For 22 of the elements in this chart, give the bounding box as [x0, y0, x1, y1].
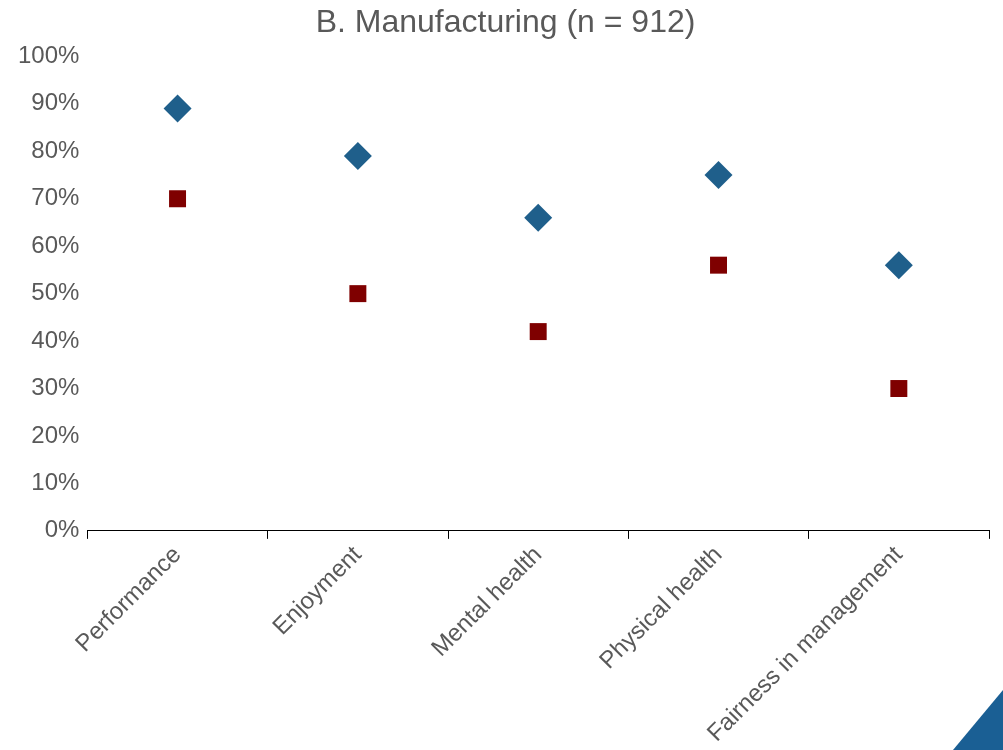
point [343, 142, 372, 171]
point [529, 323, 547, 341]
point [710, 256, 727, 274]
point [169, 190, 187, 208]
y-tick-label: 30% [31, 373, 80, 401]
y-tick-label: 50% [31, 278, 80, 306]
point [884, 251, 913, 280]
point [163, 94, 192, 123]
y-tick-label: 100% [17, 41, 80, 69]
y-tick-label: 80% [31, 135, 80, 163]
y-tick-label: 90% [31, 88, 80, 116]
y-tick-label: 70% [31, 183, 80, 211]
y-tick-label: 10% [31, 468, 80, 496]
point [890, 380, 908, 398]
y-tick-label: 60% [31, 230, 80, 258]
point [349, 285, 367, 303]
point [704, 161, 733, 190]
chart-title: B. Manufacturing (n = 912) [315, 3, 696, 40]
y-tick-label: 0% [44, 515, 80, 543]
point [524, 203, 553, 232]
y-tick-label: 40% [31, 325, 80, 353]
y-tick-label: 20% [31, 420, 80, 448]
